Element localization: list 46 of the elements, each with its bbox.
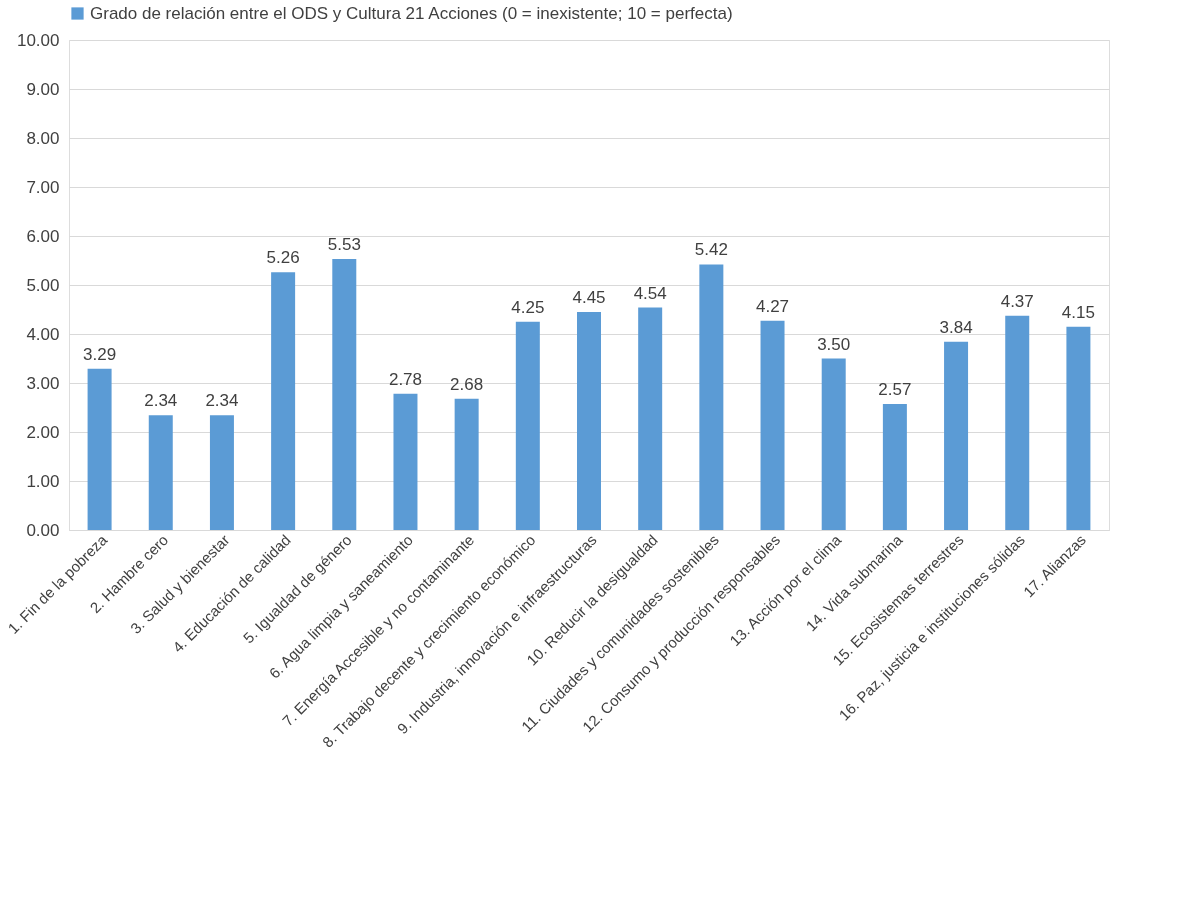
bar: [148, 415, 173, 530]
data-label: 2.34: [205, 391, 239, 411]
data-label: 3.84: [939, 317, 973, 337]
y-tick-label: 9.00: [26, 79, 60, 99]
data-label: 4.45: [572, 287, 606, 307]
y-tick-label: 8.00: [26, 128, 60, 148]
data-label: 2.34: [144, 391, 178, 411]
bar: [760, 320, 785, 530]
bar: [393, 393, 418, 530]
bar: [1005, 315, 1030, 530]
data-label: 5.26: [266, 248, 300, 268]
bar: [454, 398, 479, 530]
bar: [638, 307, 663, 530]
y-tick-label: 3.00: [26, 373, 60, 393]
data-label: 2.78: [388, 369, 423, 389]
legend-label: Grado de relación entre el ODS y Cultura 21 Acciones (0 = inexistente; 10 = perfecta): [90, 3, 733, 23]
bar: [332, 259, 357, 530]
bar: [699, 264, 724, 530]
data-label: 5.53: [327, 235, 361, 255]
data-label: 4.25: [511, 297, 545, 317]
bar: [577, 311, 601, 530]
bar: [821, 358, 846, 530]
y-tick-label: 7.00: [26, 177, 60, 197]
y-tick-label: 6.00: [26, 226, 60, 246]
bar: [1066, 326, 1091, 530]
bar: [515, 321, 540, 530]
data-label: 4.15: [1061, 302, 1095, 322]
data-label: 3.50: [817, 334, 851, 354]
y-tick-label: 10.00: [16, 30, 60, 50]
data-label: 5.42: [694, 240, 728, 260]
bar: [944, 341, 969, 530]
data-label: 4.54: [633, 283, 667, 303]
bar: [271, 272, 296, 530]
data-label: 2.68: [450, 374, 484, 394]
data-label: 4.37: [1000, 291, 1034, 311]
bar: [87, 368, 112, 530]
y-tick-label: 1.00: [26, 471, 60, 491]
y-tick-label: 0.00: [26, 520, 60, 540]
data-label: 3.29: [83, 344, 117, 364]
y-tick-label: 5.00: [26, 275, 60, 295]
data-label: 2.57: [878, 380, 912, 400]
bar: [882, 404, 907, 530]
y-tick-label: 2.00: [26, 422, 60, 442]
data-label: 4.27: [755, 296, 790, 316]
y-tick-label: 4.00: [26, 324, 60, 344]
bar: [209, 415, 234, 530]
